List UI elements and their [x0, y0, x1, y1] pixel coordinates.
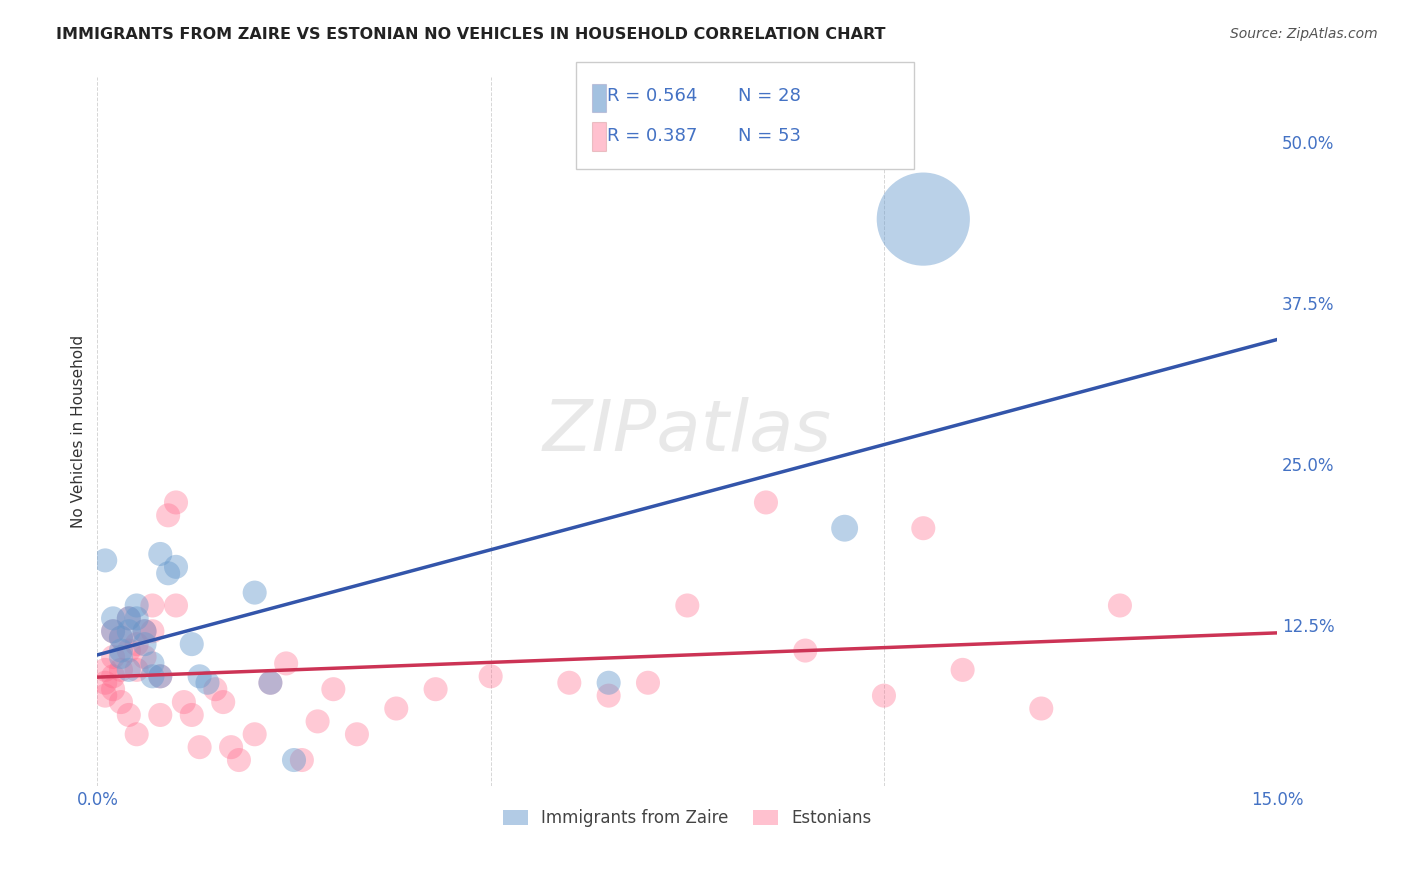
Point — [912, 521, 935, 535]
Point — [118, 611, 141, 625]
Text: IMMIGRANTS FROM ZAIRE VS ESTONIAN NO VEHICLES IN HOUSEHOLD CORRELATION CHART: IMMIGRANTS FROM ZAIRE VS ESTONIAN NO VEH… — [56, 27, 886, 42]
Point — [134, 624, 156, 639]
Point — [141, 624, 163, 639]
Point — [425, 682, 447, 697]
Point — [307, 714, 329, 729]
Point — [94, 553, 117, 567]
Point — [101, 650, 124, 665]
Point — [637, 675, 659, 690]
Point — [346, 727, 368, 741]
Point — [134, 650, 156, 665]
Point — [259, 675, 281, 690]
Point — [141, 669, 163, 683]
Point — [125, 611, 148, 625]
Point — [125, 727, 148, 741]
Point — [912, 212, 935, 227]
Point — [188, 740, 211, 755]
Point — [204, 682, 226, 697]
Point — [94, 675, 117, 690]
Point — [118, 643, 141, 657]
Point — [157, 508, 180, 523]
Point — [188, 669, 211, 683]
Point — [385, 701, 408, 715]
Point — [110, 643, 132, 657]
Point — [101, 669, 124, 683]
Point — [243, 727, 266, 741]
Point — [134, 624, 156, 639]
Point — [157, 566, 180, 581]
Point — [118, 624, 141, 639]
Point — [118, 708, 141, 723]
Point — [165, 599, 187, 613]
Point — [101, 611, 124, 625]
Text: N = 28: N = 28 — [738, 87, 801, 105]
Point — [1031, 701, 1053, 715]
Text: R = 0.564: R = 0.564 — [607, 87, 697, 105]
Point — [259, 675, 281, 690]
Text: N = 53: N = 53 — [738, 127, 801, 145]
Point — [149, 547, 172, 561]
Point — [873, 689, 896, 703]
Point — [794, 643, 817, 657]
Point — [101, 624, 124, 639]
Point — [110, 663, 132, 677]
Point — [110, 631, 132, 645]
Point — [118, 611, 141, 625]
Text: R = 0.387: R = 0.387 — [607, 127, 697, 145]
Point — [94, 689, 117, 703]
Point — [479, 669, 502, 683]
Point — [598, 689, 620, 703]
Point — [283, 753, 305, 767]
Point — [125, 637, 148, 651]
Point — [180, 708, 202, 723]
Point — [197, 675, 219, 690]
Point — [598, 675, 620, 690]
Point — [94, 663, 117, 677]
Point — [101, 682, 124, 697]
Legend: Immigrants from Zaire, Estonians: Immigrants from Zaire, Estonians — [496, 803, 879, 834]
Point — [1109, 599, 1132, 613]
Point — [110, 650, 132, 665]
Point — [141, 657, 163, 671]
Text: ZIPatlas: ZIPatlas — [543, 397, 832, 467]
Point — [141, 599, 163, 613]
Point — [834, 521, 856, 535]
Point — [755, 495, 778, 509]
Point — [558, 675, 581, 690]
Point — [125, 663, 148, 677]
Point — [118, 663, 141, 677]
Point — [676, 599, 699, 613]
Point — [110, 695, 132, 709]
Point — [165, 495, 187, 509]
Point — [165, 559, 187, 574]
Point — [101, 624, 124, 639]
Point — [276, 657, 298, 671]
Point — [952, 663, 974, 677]
Point — [322, 682, 344, 697]
Point — [134, 637, 156, 651]
Point — [149, 708, 172, 723]
Point — [149, 669, 172, 683]
Text: Source: ZipAtlas.com: Source: ZipAtlas.com — [1230, 27, 1378, 41]
Point — [228, 753, 250, 767]
Point — [149, 669, 172, 683]
Point — [180, 637, 202, 651]
Point — [110, 631, 132, 645]
Point — [243, 585, 266, 599]
Point — [173, 695, 195, 709]
Point — [212, 695, 235, 709]
Point — [219, 740, 242, 755]
Y-axis label: No Vehicles in Household: No Vehicles in Household — [72, 335, 86, 528]
Point — [125, 599, 148, 613]
Point — [291, 753, 314, 767]
